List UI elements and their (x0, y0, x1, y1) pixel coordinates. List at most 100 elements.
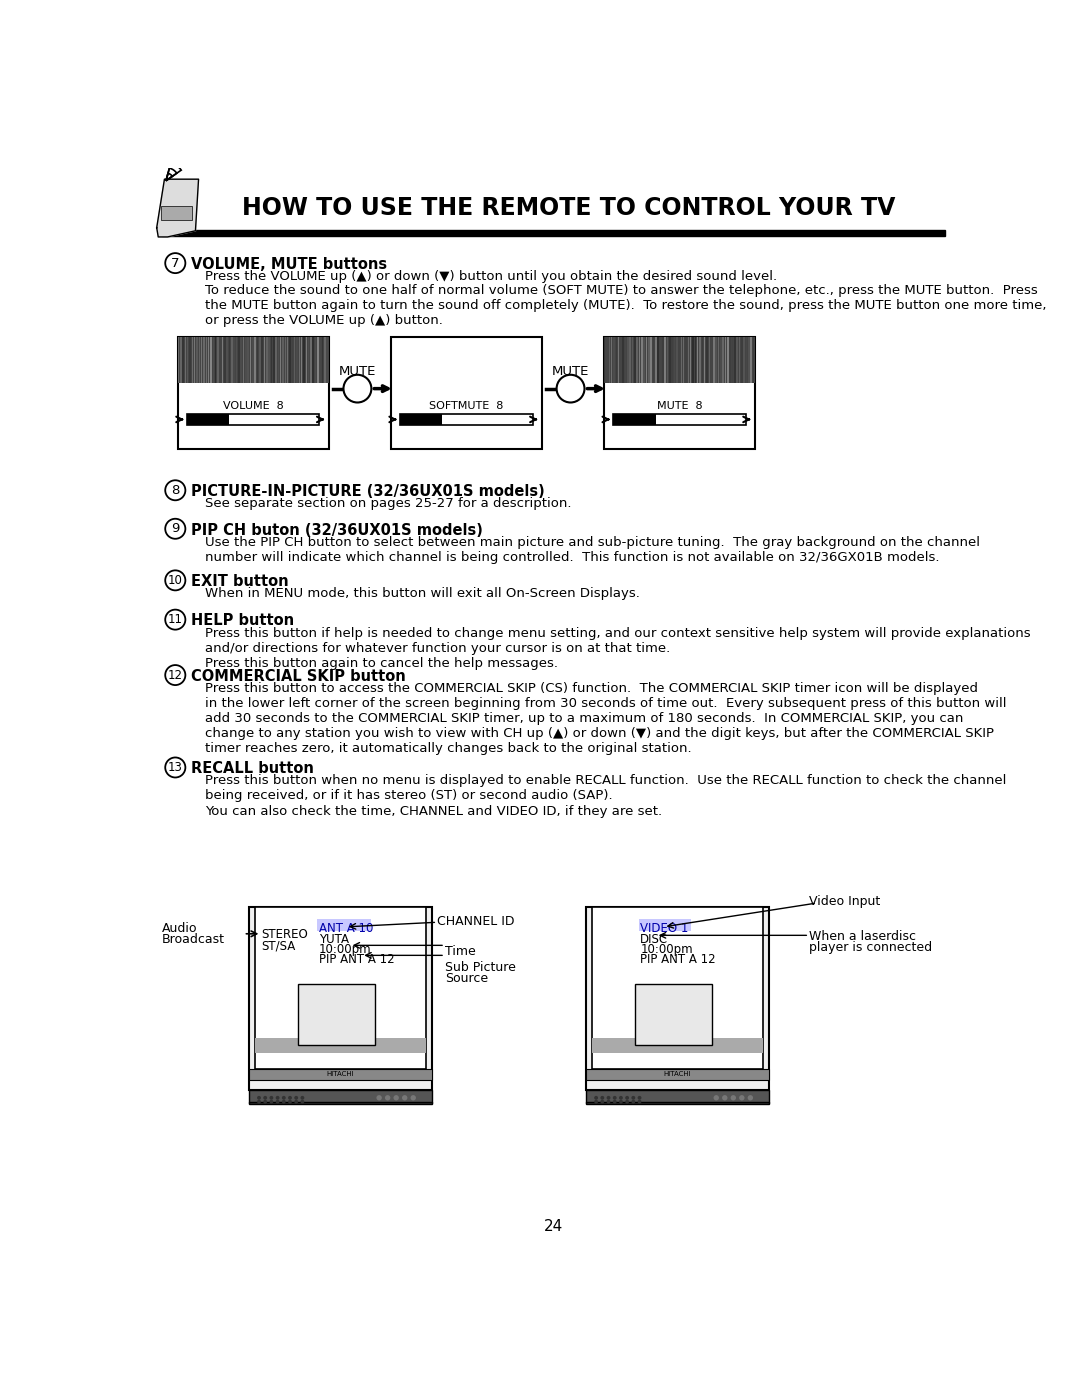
Bar (613, 337, 615, 383)
Circle shape (257, 1095, 261, 1099)
Bar (211, 337, 212, 383)
Bar (326, 337, 328, 383)
Text: PIP CH buton (32/36UX01S models): PIP CH buton (32/36UX01S models) (191, 522, 483, 538)
Bar (268, 337, 270, 383)
Bar (616, 337, 617, 383)
Bar (292, 337, 293, 383)
Bar (636, 337, 638, 383)
Text: VOLUME, MUTE buttons: VOLUME, MUTE buttons (191, 257, 387, 272)
Bar (308, 337, 309, 383)
Bar (723, 337, 724, 383)
Circle shape (600, 1099, 605, 1104)
Bar (255, 907, 426, 1069)
Text: 11: 11 (167, 613, 183, 626)
Circle shape (294, 1099, 298, 1104)
Text: Source: Source (445, 971, 488, 985)
Bar (219, 337, 221, 383)
Bar (284, 337, 286, 383)
Bar (604, 337, 755, 383)
Bar (734, 337, 735, 383)
Bar (635, 983, 713, 1045)
Bar (586, 1102, 769, 1104)
Bar (177, 337, 328, 383)
Circle shape (402, 1095, 407, 1101)
Circle shape (632, 1095, 635, 1099)
Bar (713, 337, 715, 383)
Text: VIDEO 1: VIDEO 1 (640, 922, 689, 935)
Bar (391, 337, 542, 448)
Bar (298, 337, 300, 383)
Circle shape (632, 1099, 635, 1104)
Bar (235, 337, 238, 383)
Bar (161, 207, 191, 219)
Bar (278, 337, 279, 383)
Bar (753, 337, 754, 383)
Text: Press the VOLUME up (▲) or down (▼) button until you obtain the desired sound le: Press the VOLUME up (▲) or down (▼) butt… (205, 270, 777, 284)
Bar (638, 337, 640, 383)
Bar (273, 337, 274, 383)
Circle shape (594, 1095, 598, 1099)
Text: DISC: DISC (640, 933, 669, 946)
Bar (238, 337, 240, 383)
Bar (711, 337, 713, 383)
Bar (676, 337, 677, 383)
Bar (708, 337, 710, 383)
Circle shape (282, 1099, 286, 1104)
Text: CHANNEL ID: CHANNEL ID (437, 915, 515, 928)
Bar (692, 337, 693, 383)
Circle shape (270, 1095, 273, 1099)
Circle shape (607, 1099, 610, 1104)
Bar (683, 337, 685, 383)
Bar (648, 337, 649, 383)
Text: Press this button when no menu is displayed to enable RECALL function.  Use the : Press this button when no menu is displa… (205, 774, 1007, 802)
Bar (699, 337, 701, 383)
Circle shape (393, 1095, 399, 1101)
Text: RECALL button: RECALL button (191, 761, 313, 777)
Text: MUTE: MUTE (552, 365, 590, 379)
Bar (680, 337, 683, 383)
Text: HELP button: HELP button (191, 613, 294, 629)
Bar (592, 907, 762, 1069)
Bar (177, 337, 179, 383)
Text: Sub Picture: Sub Picture (445, 961, 516, 974)
Text: YUTA: YUTA (319, 933, 349, 946)
Bar (318, 919, 372, 932)
Bar (630, 337, 631, 383)
Circle shape (625, 1095, 629, 1099)
Bar (183, 337, 184, 383)
Bar (694, 337, 697, 383)
Bar (727, 337, 729, 383)
Text: MUTE: MUTE (339, 365, 376, 379)
Text: Press this button to access the COMMERCIAL SKIP (CS) function.  The COMMERCIAL S: Press this button to access the COMMERCI… (205, 682, 1007, 754)
Circle shape (288, 1095, 292, 1099)
Bar (586, 1069, 769, 1080)
Text: MUTE  8: MUTE 8 (657, 401, 702, 411)
Bar (255, 1038, 426, 1053)
Circle shape (747, 1095, 753, 1101)
Bar (245, 337, 246, 383)
Bar (622, 337, 624, 383)
Circle shape (714, 1095, 719, 1101)
Text: See separate section on pages 25-27 for a description.: See separate section on pages 25-27 for … (205, 497, 571, 510)
Bar (638, 919, 691, 932)
Text: PIP ANT A 12: PIP ANT A 12 (319, 953, 394, 967)
Bar (215, 337, 216, 383)
Bar (213, 337, 214, 383)
Bar (586, 907, 769, 1090)
Bar (592, 1038, 762, 1053)
Bar (199, 337, 200, 383)
Bar (642, 337, 643, 383)
Bar (187, 337, 189, 383)
Bar (231, 337, 232, 383)
Text: When in MENU mode, this button will exit all On-Screen Displays.: When in MENU mode, this button will exit… (205, 587, 639, 601)
Bar (656, 337, 657, 383)
Bar (688, 337, 689, 383)
Circle shape (600, 1095, 605, 1099)
Bar (632, 337, 633, 383)
Text: ST/SA: ST/SA (261, 939, 296, 953)
Circle shape (300, 1095, 305, 1099)
Circle shape (264, 1095, 267, 1099)
Bar (225, 337, 226, 383)
Bar (296, 337, 298, 383)
Bar (247, 337, 248, 383)
